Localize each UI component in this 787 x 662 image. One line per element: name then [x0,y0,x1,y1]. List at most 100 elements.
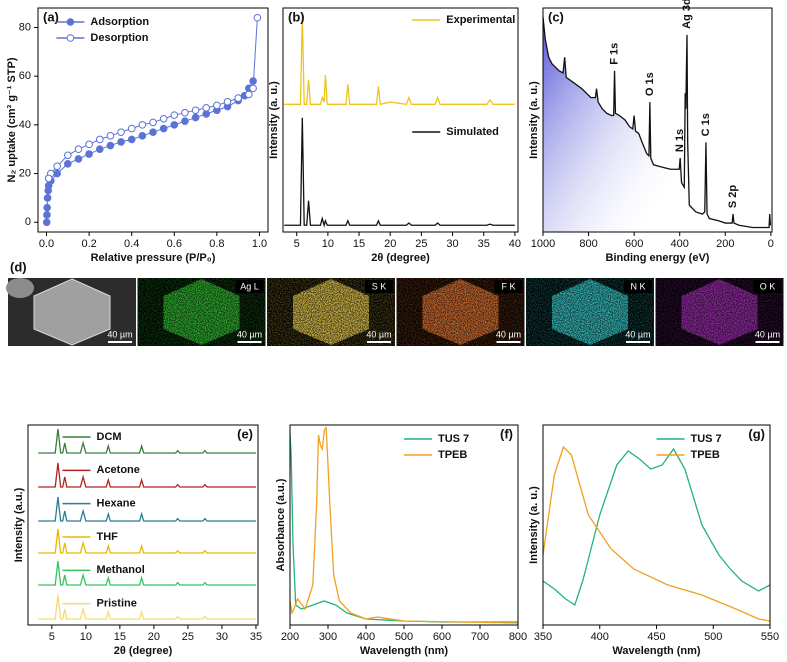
data-point [202,104,211,112]
data-point [181,108,189,117]
data-line [38,560,256,586]
data-line [289,432,518,623]
element-label: S K [372,281,387,291]
data-point [159,124,168,133]
x-tick-label: 550 [761,631,779,643]
legend-label: Experimental [446,14,515,26]
data-point [106,132,115,140]
x-axis-label: Wavelength (nm) [612,645,701,657]
plot-frame [282,7,519,233]
x-axis-label: 2θ (degree) [114,645,173,657]
x-tick-label: 600 [433,631,451,643]
crystal-map-glow [552,279,628,345]
legend-label: Methanol [97,564,145,576]
panel-label: (g) [748,426,765,441]
eds-map: 40 µm [6,278,136,346]
data-line [48,17,258,179]
data-line [38,594,256,620]
legend-label: Pristine [97,598,137,610]
plot-frame [27,424,259,626]
data-point [170,111,179,119]
data-point [74,145,83,154]
data-point [95,135,104,144]
data-line [542,16,772,229]
peak-annotation: O 1s [644,72,656,96]
data-point [85,140,93,149]
data-point [43,203,51,212]
data-line [38,496,256,522]
panel-label: (d) [10,259,27,274]
y-axis-label: Absorbance (a.u.) [275,478,287,571]
x-tick-label: 500 [704,631,722,643]
data-point [191,106,200,115]
crystal-map [293,279,369,345]
data-point [117,138,125,146]
x-tick-label: 10 [322,238,334,250]
data-point [106,141,115,150]
x-tick-label: 400 [357,631,375,643]
panel-label: (a) [43,9,59,24]
data-line [542,445,771,622]
data-point [245,90,253,99]
element-badge [365,280,393,293]
legend-label: Acetone [97,464,140,476]
element-label: N K [630,281,645,291]
data-point [253,13,262,22]
x-axis-label: Relative pressure (P/P₀) [91,252,216,264]
y-axis-label: Intensity (a. u.) [528,486,540,564]
panel-label: (e) [237,426,253,441]
panel-label: (c) [548,9,564,24]
data-point [149,118,157,127]
y-axis-label: N₂ uptake (cm³ g⁻¹ STP) [6,57,18,182]
data-point [64,151,72,160]
legend-label: TPEB [691,449,720,461]
data-point [249,84,257,93]
x-tick-label: 500 [395,631,413,643]
element-badge [235,280,264,293]
data-line [542,447,771,607]
x-tick-label: 20 [384,238,396,250]
x-tick-label: 5 [49,631,55,643]
data-point [53,169,61,178]
element-badge [494,280,523,293]
data-point [85,150,93,158]
data-line [284,14,515,106]
x-tick-label: 35 [478,238,490,250]
crystal-map [552,279,628,345]
data-line [289,426,519,624]
plot-frame [37,7,269,233]
data-point [127,124,136,133]
data-line [38,428,256,454]
crystal-map-glow [681,279,758,345]
data-point [149,128,157,136]
eds-map: O K 40 µm [655,278,784,346]
eds-map: S K 40 µm [267,278,395,346]
x-axis-label: Binding energy (eV) [606,252,710,264]
panel-label: (b) [288,9,305,24]
particle [6,278,34,298]
y-axis-label: Intensity (a. u.) [528,81,540,159]
x-tick-label: 0 [768,238,774,250]
x-tick-label: 1.0 [252,238,267,250]
eds-map: N K 40 µm [526,278,654,346]
scale-label: 40 µm [755,329,780,339]
scale-label: 40 µm [237,329,262,339]
x-tick-label: 40 [509,238,521,250]
x-tick-label: 10 [80,631,92,643]
legend-label: TUS 7 [438,433,469,445]
x-tick-label: 0.6 [167,238,182,250]
data-point [213,101,221,110]
legend-label: Desorption [90,32,148,44]
data-point [191,113,200,122]
eds-map: Ag L 40 µm [137,278,266,346]
data-point [138,132,147,140]
legend-marker [66,34,75,42]
data-point [234,94,242,102]
y-tick-label: 20 [19,167,31,179]
data-point [117,128,125,136]
plot-frame [542,7,773,233]
element-label: Ag L [240,281,259,291]
crystal-map [163,279,240,345]
data-line [38,462,256,488]
